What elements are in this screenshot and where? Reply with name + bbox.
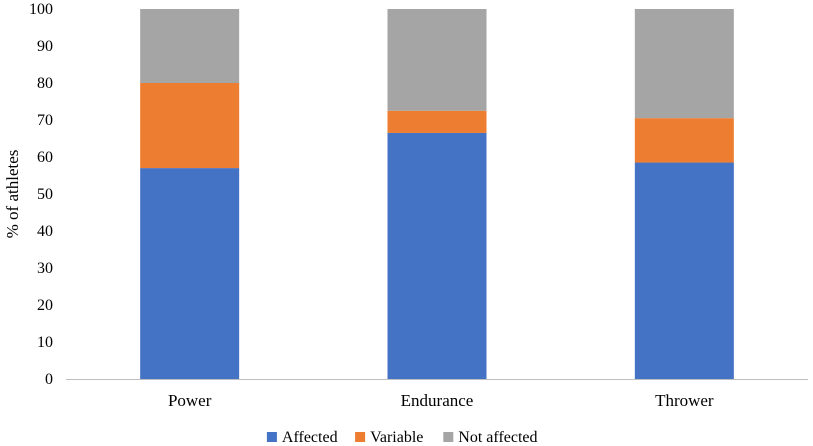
- y-tick-label: 100: [29, 1, 53, 18]
- bar-segment-not-affected: [634, 9, 734, 119]
- legend-label: Variable: [370, 429, 423, 446]
- bar-segment-affected: [140, 168, 240, 379]
- bar-segment-variable: [140, 83, 240, 169]
- y-tick-label: 40: [37, 223, 53, 240]
- y-tick-label: 0: [45, 371, 53, 388]
- category-labels: Power Endurance Thrower: [168, 391, 714, 410]
- y-tick-label: 50: [37, 186, 53, 203]
- y-tick-label: 60: [37, 149, 53, 166]
- y-axis-title: % of athletes: [3, 150, 22, 239]
- x-category-label: Power: [168, 391, 212, 410]
- y-tick-label: 90: [37, 38, 53, 55]
- bar-segment-not-affected: [140, 9, 240, 83]
- legend-swatch: [355, 432, 366, 442]
- bars: [140, 9, 734, 379]
- bar-segment-affected: [387, 132, 487, 379]
- y-tick-label: 80: [37, 75, 53, 92]
- x-category-label: Thrower: [655, 391, 714, 410]
- legend-swatch: [266, 432, 277, 442]
- y-tick-label: 10: [37, 334, 53, 351]
- y-tick-label: 20: [37, 297, 53, 314]
- bar-segment-affected: [634, 162, 734, 379]
- y-axis-ticks: 0 10 20 30 40 50 60 70 80 90 100: [29, 1, 53, 388]
- y-tick-label: 30: [37, 260, 53, 277]
- bar-segment-not-affected: [387, 9, 487, 111]
- y-tick-label: 70: [37, 112, 53, 129]
- legend-label: Affected: [282, 429, 338, 446]
- bar-segment-variable: [387, 110, 487, 133]
- bar-segment-variable: [634, 118, 734, 163]
- x-category-label: Endurance: [401, 391, 474, 410]
- legend: Affected Variable Not affected: [266, 429, 538, 446]
- legend-swatch: [443, 432, 454, 442]
- legend-label: Not affected: [458, 429, 537, 446]
